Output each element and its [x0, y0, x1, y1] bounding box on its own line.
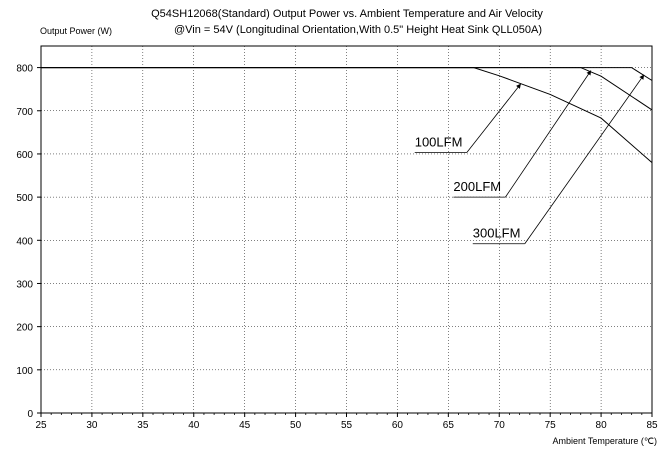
y-tick-label: 400: [16, 236, 33, 247]
x-tick-label: 80: [596, 420, 608, 431]
y-tick-label: 0: [27, 409, 33, 420]
x-tick-label: 70: [494, 420, 506, 431]
x-axis-label: Ambient Temperature (℃): [553, 436, 657, 446]
series-label-200lfm: 200LFM: [453, 179, 501, 194]
y-tick-label: 700: [16, 107, 33, 118]
x-tick-label: 35: [137, 420, 149, 431]
y-axis-label: Output Power (W): [40, 26, 112, 36]
y-tick-label: 500: [16, 193, 33, 204]
x-axis: 25 30 35 40 45 50 55 60 65 70 75 80 85: [35, 413, 658, 431]
x-tick-label: 60: [392, 420, 404, 431]
y-tick-label: 100: [16, 366, 33, 377]
x-tick-label: 55: [341, 420, 353, 431]
chart-title: Q54SH12068(Standard) Output Power vs. Am…: [151, 8, 543, 20]
leader-arrow-200lfm: [505, 70, 592, 198]
series-label-100lfm: 100LFM: [415, 135, 463, 150]
y-tick-label: 600: [16, 150, 33, 161]
x-tick-label: 65: [443, 420, 455, 431]
x-tick-label: 30: [86, 420, 98, 431]
y-tick-label: 800: [16, 64, 33, 75]
y-axis: 0 100 200 300 400 500 600 700 800: [16, 64, 41, 420]
annotation-layer: 100LFM 200LFM 300LFM: [414, 70, 645, 245]
grid-layer: [41, 46, 652, 413]
x-tick-label: 75: [545, 420, 557, 431]
series-label-300lfm: 300LFM: [473, 226, 521, 241]
y-tick-label: 200: [16, 323, 33, 334]
leader-arrow-300lfm: [524, 74, 645, 244]
x-tick-label: 85: [646, 420, 658, 431]
plot-frame: [40, 45, 653, 414]
chart-subtitle: @Vin = 54V (Longitudinal Orientation,Wit…: [174, 24, 542, 36]
x-tick-label: 45: [239, 420, 251, 431]
y-tick-label: 300: [16, 279, 33, 290]
x-tick-label: 50: [290, 420, 302, 431]
x-tick-label: 40: [188, 420, 200, 431]
series-line-300lfm: [41, 67, 653, 81]
x-tick-label: 25: [35, 420, 47, 431]
leader-arrow-100lfm: [466, 83, 521, 153]
